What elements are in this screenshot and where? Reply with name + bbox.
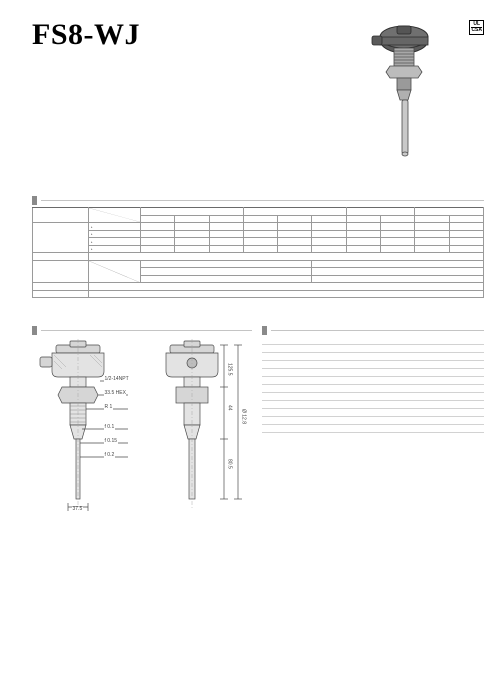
property-line [262, 393, 484, 401]
dim-label-d1: f 0.1 [104, 425, 115, 430]
property-line [262, 377, 484, 385]
row-marker: ▸ [91, 240, 93, 244]
dimensions-section-header [32, 326, 252, 335]
table-row: ▸ [33, 238, 484, 246]
product-illustration [364, 20, 444, 160]
row-marker: ▸ [91, 225, 93, 229]
table-row [33, 253, 484, 261]
section-marker-icon [262, 326, 267, 335]
table-row [33, 283, 484, 291]
properties-section-header [262, 326, 484, 335]
dim-label-thread: 1/2-14NPT [104, 377, 129, 382]
property-line [262, 345, 484, 353]
table-row: ▸ [33, 223, 484, 231]
table-row: ▸ [33, 230, 484, 238]
table-row [33, 208, 484, 216]
section-rule [271, 330, 484, 331]
table-row: ▸ [33, 245, 484, 253]
dim-label-r1: R 1 [104, 405, 113, 410]
properties-list [262, 337, 484, 433]
property-line [262, 369, 484, 377]
dim-label-h3: 80.5 [226, 459, 232, 469]
dimensions-drawing: 1/2-14NPT 33.5 HEX R 1 f 0.1 f 0.15 f 0.… [32, 339, 252, 519]
property-line [262, 385, 484, 393]
section-rule [41, 330, 252, 331]
dim-label-h2: 44 [226, 405, 232, 411]
property-line [262, 409, 484, 417]
property-line [262, 361, 484, 369]
specification-table: ▸ ▸ ▸ ▸ [32, 207, 484, 298]
row-marker: ▸ [91, 232, 93, 236]
section-marker-icon [32, 196, 37, 205]
dim-label-d3: f 0.2 [104, 453, 115, 458]
certification-badge: UL CSA [469, 20, 484, 35]
section-rule [41, 200, 484, 201]
property-line [262, 417, 484, 425]
dim-label-d2: f 0.15 [104, 439, 118, 444]
table-row [33, 290, 484, 298]
property-line [262, 353, 484, 361]
dim-label-w1: 37.5 [72, 507, 83, 512]
section-marker-icon [32, 326, 37, 335]
dim-label-h1: 125.5 [226, 363, 232, 376]
dim-label-hex: 33.5 HEX [104, 391, 126, 396]
row-marker: ▸ [91, 247, 93, 251]
page-title: FS8-WJ [32, 18, 140, 52]
dim-label-htot: Ø 12.8 [240, 409, 246, 424]
property-line [262, 425, 484, 433]
badge-line-2: CSA [471, 27, 482, 33]
property-line [262, 337, 484, 345]
spec-section-header [32, 196, 484, 205]
property-line [262, 401, 484, 409]
table-row [33, 260, 484, 268]
